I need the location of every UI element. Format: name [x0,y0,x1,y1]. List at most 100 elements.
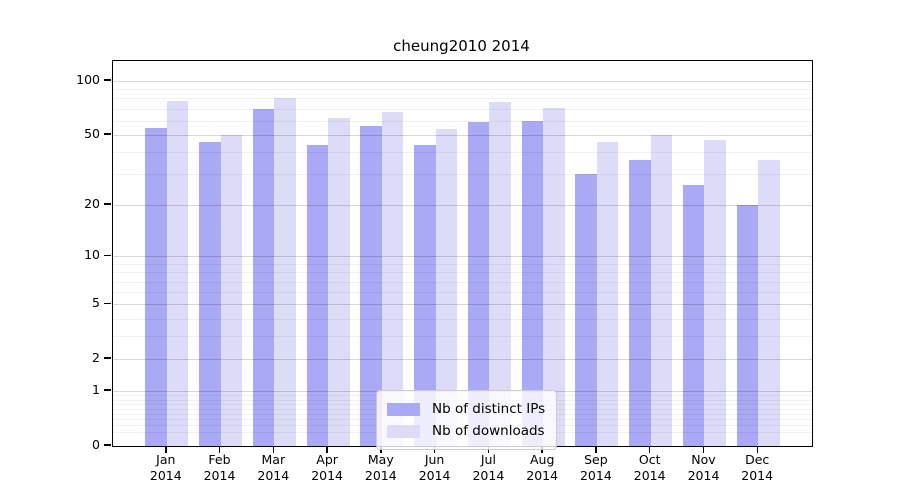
bar-downloads-mar [274,98,296,446]
y-tick-mark [104,133,111,135]
bar-distinct-ips-may [360,126,382,446]
legend-label-downloads: Nb of downloads [432,423,545,439]
minor-gridline [113,98,812,100]
x-tick-label-month: Dec [745,452,770,467]
chart-title: cheung2010 2014 [393,37,530,55]
legend: Nb of distinct IPs Nb of downloads [376,390,558,450]
bar-distinct-ips-feb [199,141,221,446]
y-tick-label: 5 [92,295,100,311]
x-tick-mark [756,446,758,453]
major-gridline [113,135,812,137]
x-tick-label-month: Nov [691,452,716,467]
x-tick-label-year: 2014 [364,468,397,483]
x-tick-mark [595,446,597,453]
legend-swatch-downloads [387,424,420,438]
x-tick-mark [326,446,328,453]
legend-row-distinct-ips: Nb of distinct IPs [387,398,545,420]
y-tick-mark [104,203,111,205]
bar-distinct-ips-sep [575,174,597,446]
bar-distinct-ips-aug [521,120,544,446]
y-tick-mark [104,302,111,304]
bar-downloads-jan [166,101,189,446]
x-tick-label-month: Jul [480,452,496,467]
x-tick-label-month: Jan [156,452,176,467]
x-tick-label-year: 2014 [526,468,559,483]
y-tick-label: 50 [84,126,100,141]
x-tick-label-year: 2014 [203,468,236,483]
x-tick-label-year: 2014 [741,468,774,483]
bar-distinct-ips-mar [252,108,275,446]
minor-gridline [113,89,812,91]
y-tick-mark [104,79,111,81]
x-tick-label: Nov 2014 [674,452,734,484]
legend-label-ips: Nb of distinct IPs [432,401,546,417]
bar-downloads-may [381,112,404,446]
x-tick-label-month: Aug [529,452,555,467]
bar-distinct-ips-jul [467,122,490,446]
x-tick-mark [218,446,221,453]
x-tick-label-year: 2014 [579,468,612,483]
y-tick-mark [104,254,111,257]
x-tick-label-month: Oct [638,452,661,467]
x-tick-label-month: May [367,452,394,467]
x-tick-label-month: Mar [261,452,286,467]
bar-distinct-ips-apr [306,144,329,446]
x-tick-label-month: Apr [316,452,338,467]
y-tick-label: 20 [84,196,100,212]
y-tick-label: 0 [92,437,100,452]
bar-downloads-nov [704,139,726,446]
x-tick-label: Mar 2014 [243,452,303,484]
x-tick-label-year: 2014 [687,468,720,483]
bar-distinct-ips-oct [629,160,651,446]
x-tick-mark [648,446,651,453]
x-tick-label-month: Jun [424,452,445,467]
x-tick-label-year: 2014 [633,468,666,483]
y-tick-label: 2 [92,350,100,366]
bar-distinct-ips-dec [736,205,759,446]
bar-distinct-ips-jun [414,144,436,446]
legend-row-downloads: Nb of downloads [387,420,545,442]
y-tick-mark [104,389,111,391]
x-tick-label: Apr 2014 [297,452,357,484]
bar-downloads-sep [596,141,619,446]
x-tick-label: Feb 2014 [190,452,250,484]
bar-downloads-dec [758,160,780,446]
bar-downloads-feb [220,135,243,446]
y-tick-label: 10 [84,247,100,263]
x-tick-label: Dec 2014 [727,452,787,484]
x-tick-label: Sep 2014 [566,452,626,484]
y-tick-mark [104,357,111,359]
plot-area: Nb of distinct IPs Nb of downloads [112,60,813,450]
x-tick-label: Aug 2014 [512,452,572,484]
y-tick-label: 100 [76,72,100,87]
x-tick-label-year: 2014 [418,468,451,483]
bar-downloads-oct [650,135,673,446]
bar-downloads-jul [489,102,511,446]
y-tick-label: 1 [92,382,100,398]
x-tick-mark [165,446,167,453]
x-tick-label: Jun 2014 [405,452,465,484]
x-tick-label-year: 2014 [149,468,182,483]
x-tick-label-month: Feb [208,452,231,467]
y-tick-mark [104,444,111,446]
x-tick-label-year: 2014 [472,468,505,483]
bar-distinct-ips-nov [682,185,705,446]
x-tick-mark [702,446,705,453]
minor-gridline [113,108,812,110]
x-tick-label-year: 2014 [311,468,343,483]
x-tick-label-year: 2014 [257,468,290,483]
minor-gridline [113,120,812,122]
bar-downloads-aug [543,107,565,446]
bar-downloads-jun [435,129,458,446]
x-tick-label: Jul 2014 [458,452,518,484]
major-gridline [113,81,812,83]
legend-swatch-ips [387,402,420,416]
bar-distinct-ips-jan [145,127,167,446]
x-tick-label: Jan 2014 [136,452,196,484]
x-tick-label: Oct 2014 [620,452,680,484]
bar-downloads-apr [328,118,350,446]
x-tick-label: May 2014 [351,452,411,484]
x-tick-label-month: Sep [584,452,608,467]
x-tick-mark [272,446,275,453]
